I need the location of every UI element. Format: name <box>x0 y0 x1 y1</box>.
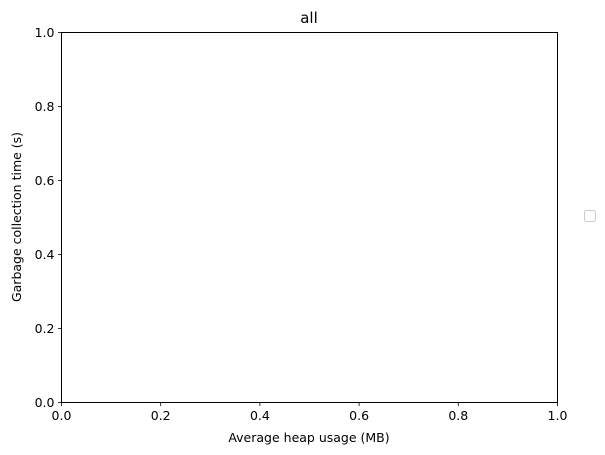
x-tick-label: 0.4 <box>250 408 270 423</box>
x-tick-label: 1.0 <box>548 408 568 423</box>
x-axis-label: Average heap usage (MB) <box>228 430 389 445</box>
y-axis-label: Garbage collection time (s) <box>9 132 24 302</box>
x-axis-ticks: 0.0 0.2 0.4 0.6 0.8 1.0 <box>52 402 568 423</box>
y-tick-label: 0.0 <box>35 395 55 410</box>
y-tick-label: 0.6 <box>35 173 55 188</box>
plot-area: 0.0 0.2 0.4 0.6 0.8 1.0 0.0 0.2 0.4 0.6 0.8 1.0 <box>35 25 568 423</box>
y-tick-label: 0.2 <box>35 321 55 336</box>
x-tick-label: 0.6 <box>349 408 369 423</box>
y-axis-ticks: 0.0 0.2 0.4 0.6 0.8 1.0 <box>35 25 62 410</box>
x-tick-label: 0.2 <box>151 408 171 423</box>
y-tick-label: 1.0 <box>35 25 55 40</box>
y-tick-label: 0.4 <box>35 247 55 262</box>
chart-title: all <box>300 9 318 27</box>
legend-box <box>584 210 596 222</box>
x-tick-label: 0.8 <box>448 408 468 423</box>
plot-frame <box>61 32 558 403</box>
y-tick-label: 0.8 <box>35 99 55 114</box>
legend <box>584 210 596 222</box>
x-tick-label: 0.0 <box>52 408 72 423</box>
